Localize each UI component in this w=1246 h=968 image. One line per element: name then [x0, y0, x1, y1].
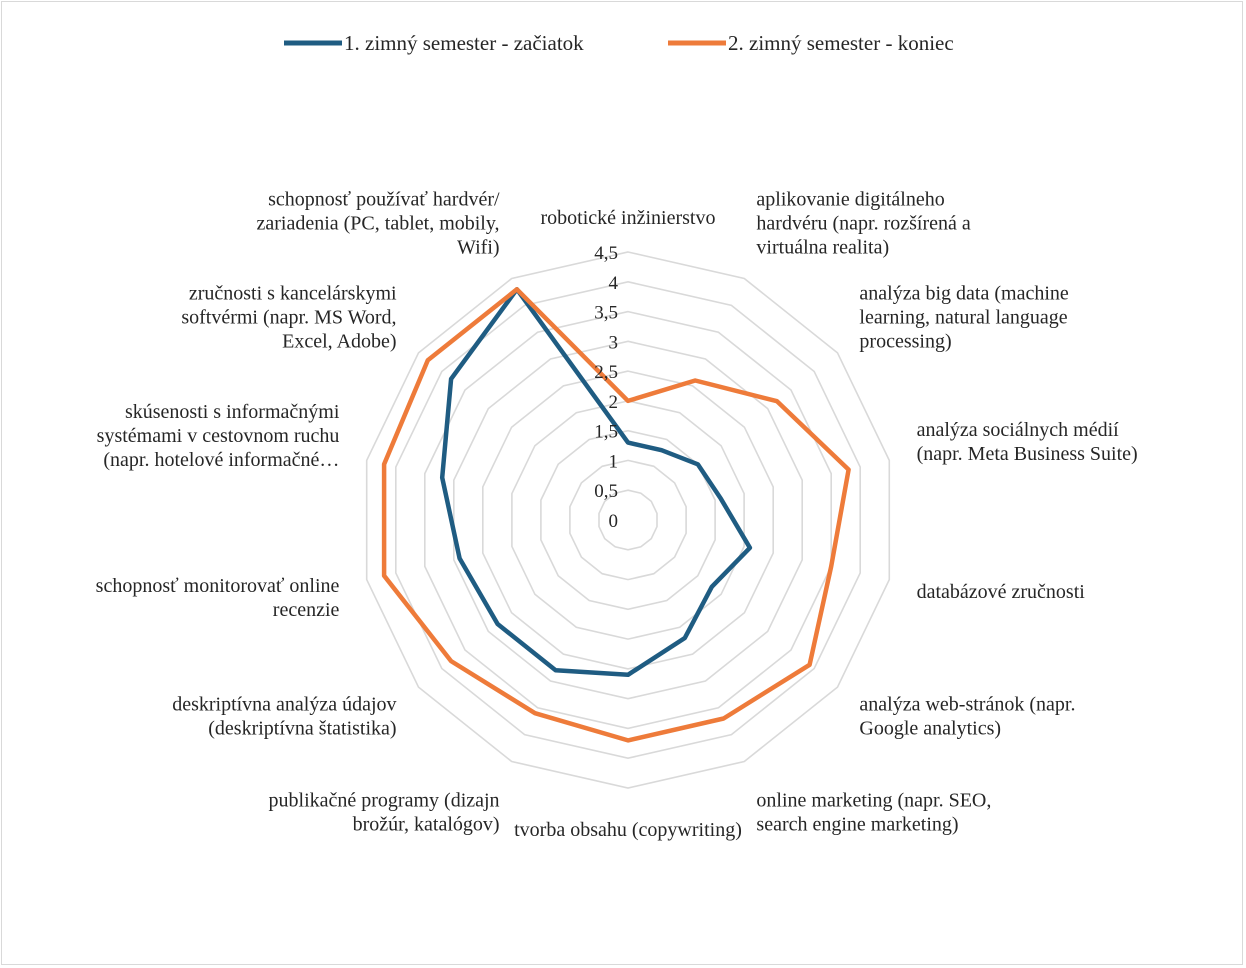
category-label-line: schopnosť monitorovať online	[96, 575, 340, 597]
series-line-1	[439, 287, 753, 678]
category-label-line: processing)	[859, 330, 951, 352]
category-label-line: virtuálna realita)	[756, 236, 889, 258]
category-label-line: search engine marketing)	[756, 814, 958, 836]
tick-label-2: 1	[609, 451, 619, 472]
category-label-line: aplikovanie digitálneho	[756, 188, 944, 210]
grid-ring-7	[423, 310, 833, 730]
category-label-line: learning, natural language	[859, 306, 1067, 328]
category-label-line: (napr. hotelové informačné…	[103, 449, 339, 471]
category-label-line: tvorba obsahu (copywriting)	[514, 819, 742, 841]
legend-label: 2. zimný semester - koniec	[728, 31, 954, 55]
category-label-line: publikačné programy (dizajn	[269, 790, 500, 812]
category-label-line: (napr. Meta Business Suite)	[917, 443, 1138, 465]
category-label-line: brožúr, katalógov)	[353, 814, 500, 836]
tick-label-3: 1,5	[594, 422, 618, 443]
category-label-line: robotické inžinierstvo	[541, 207, 716, 229]
tick-label-5: 2,5	[594, 362, 618, 383]
series-lines	[381, 287, 851, 743]
category-label-line: deskriptívna analýza údajov	[172, 694, 396, 716]
tick-label-9: 4,5	[594, 243, 618, 264]
category-label-4: analýza sociálnych médií(napr. Meta Busi…	[917, 419, 1138, 465]
tick-label-7: 3,5	[594, 303, 618, 324]
tick-label-0: 0	[609, 511, 619, 532]
grid-ring-2	[569, 459, 687, 581]
legend-item-2: 2. zimný semester - koniec	[668, 31, 954, 55]
category-label-line: skúsenosti s informačnými	[125, 401, 340, 423]
category-label-line: analýza web-stránok (napr.	[859, 694, 1075, 716]
category-label-line: schopnosť používať hardvér/	[268, 188, 500, 210]
category-label-line: (deskriptívna štatistika)	[208, 718, 396, 740]
category-label-8: tvorba obsahu (copywriting)	[514, 819, 742, 841]
radar-grid	[365, 251, 891, 789]
category-label-line: softvérmi (napr. MS Word,	[181, 306, 396, 328]
category-label-6: analýza web-stránok (napr.Google analyti…	[859, 694, 1075, 740]
category-label-line: analýza sociálnych médií	[917, 419, 1120, 441]
category-label-10: deskriptívna analýza údajov(deskriptívna…	[172, 694, 396, 740]
category-labels: robotické inžinierstvo aplikovanie digitá…	[96, 188, 1138, 841]
legend-item-1: 1. zimný semester - začiatok	[284, 31, 584, 55]
category-label-line: systémami v cestovnom ruchu	[97, 425, 340, 447]
category-label-line: Wifi)	[457, 236, 500, 258]
category-label-5: databázové zručnosti	[917, 581, 1086, 603]
category-label-line: Excel, Adobe)	[282, 330, 396, 352]
category-label-14: schopnosť používať hardvér/zariadenia (P…	[256, 188, 500, 258]
category-label-line: online marketing (napr. SEO,	[756, 790, 991, 812]
tick-label-4: 2	[609, 392, 619, 413]
category-label-line: databázové zručnosti	[917, 581, 1086, 603]
category-label-7: online marketing (napr. SEO,search engin…	[756, 790, 991, 836]
grid-ring-5	[481, 370, 775, 670]
category-label-line: zariadenia (PC, tablet, mobily,	[256, 212, 499, 234]
grid-ring-8	[394, 280, 862, 760]
category-label-line: Google analytics)	[859, 718, 1001, 740]
tick-label-1: 0,5	[594, 481, 618, 502]
category-label-line: zručnosti s kancelárskymi	[189, 282, 397, 304]
legend: 1. zimný semester - začiatok 2. zimný sem…	[284, 31, 954, 55]
radial-tick-labels: 0 0,5 1 1,5 2 2,5 3 3,5 4 4,5	[594, 243, 618, 532]
category-label-line: analýza big data (machine	[859, 282, 1068, 304]
tick-label-6: 3	[609, 332, 619, 353]
category-label-1: robotické inžinierstvo	[541, 207, 716, 229]
grid-ring-1	[598, 489, 658, 551]
category-label-line: hardvéru (napr. rozšírená a	[756, 212, 970, 234]
grid-ring-9	[365, 251, 891, 789]
legend-label: 1. zimný semester - začiatok	[344, 31, 584, 55]
series-line-2	[381, 287, 851, 743]
grid-ring-3	[540, 429, 716, 611]
tick-label-8: 4	[609, 273, 619, 294]
category-label-line: recenzie	[273, 599, 340, 621]
grid-ring-6	[452, 340, 804, 700]
grid-ring-4	[511, 400, 745, 640]
